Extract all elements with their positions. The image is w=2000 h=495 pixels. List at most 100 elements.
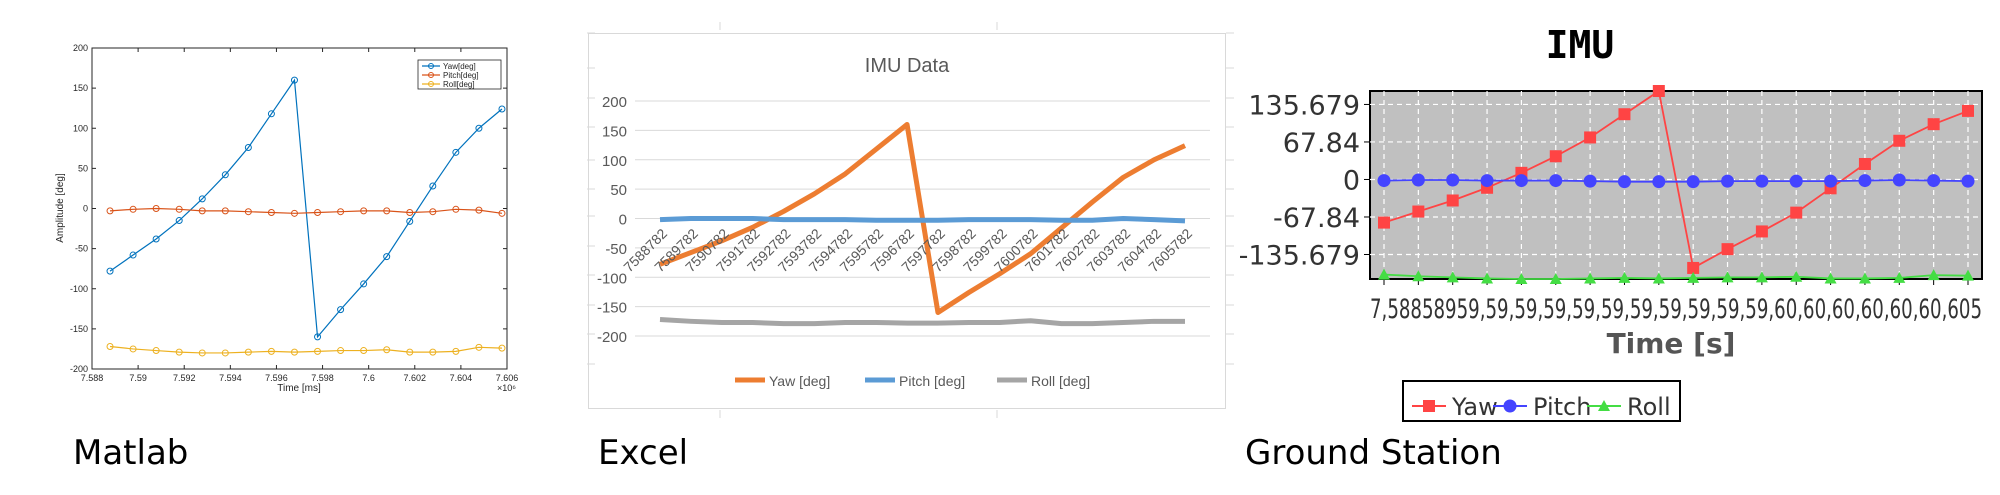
excel-y-tick-label: 150 <box>602 123 627 140</box>
matlab-data-point <box>498 209 506 217</box>
gs-data-point <box>1755 271 1768 283</box>
matlab-series-line-yaw-deg <box>109 78 503 339</box>
gs-data-point <box>1411 173 1425 187</box>
matlab-data-point <box>429 208 437 216</box>
matlab-data-point <box>106 267 114 275</box>
gs-data-point <box>1686 175 1700 189</box>
matlab-data-point <box>383 207 391 215</box>
matlab-data-point <box>152 205 160 212</box>
gs-data-point <box>1927 174 1941 188</box>
gs-data-point <box>1755 225 1768 238</box>
matlab-data-point <box>267 347 275 355</box>
gs-legend: Yaw Pitch Roll <box>1402 380 1681 422</box>
gs-data-point <box>1687 271 1700 283</box>
excel-edge-ticks <box>587 22 1234 418</box>
matlab-data-point <box>198 195 206 203</box>
caption-excel: Excel <box>598 433 689 473</box>
gs-data-point <box>1858 157 1871 170</box>
gs-y-tick-label: -135.679 <box>1240 240 1360 271</box>
matlab-data-point <box>337 306 345 314</box>
matlab-y-tick-label: 50 <box>78 163 88 173</box>
excel-y-tick-label: -200 <box>597 329 627 346</box>
gs-series-line-roll <box>1383 273 1969 280</box>
gs-data-point <box>1824 174 1838 188</box>
excel-chart-title: IMU Data <box>865 55 950 77</box>
matlab-data-point <box>452 205 460 213</box>
matlab-data-point <box>106 207 114 215</box>
gs-data-point <box>1687 261 1700 274</box>
matlab-data-point <box>314 209 322 217</box>
gs-legend-label: Roll <box>1627 393 1671 421</box>
matlab-data-point <box>106 343 114 351</box>
matlab-data-point <box>360 347 368 355</box>
gs-data-point <box>1446 271 1459 283</box>
gs-data-point <box>1549 174 1563 188</box>
matlab-y-axis-label: Amplitude [deg] <box>55 173 66 243</box>
gs-data-point <box>1790 206 1803 219</box>
matlab-legend-marker <box>428 63 434 69</box>
matlab-data-point <box>290 209 298 217</box>
matlab-data-point <box>360 207 368 215</box>
matlab-x-exponent: ×10⁶ <box>497 383 516 393</box>
matlab-x-tick-label: 7.604 <box>450 373 473 383</box>
matlab-data-point <box>406 209 414 217</box>
excel-y-tick-label: 200 <box>602 94 627 111</box>
matlab-chart: 7.588 7.59 7.592 7.594 7.596 7.598 7.6 7.602 7.6… <box>55 43 519 394</box>
matlab-data-point <box>452 347 460 355</box>
matlab-data-point <box>244 144 252 152</box>
matlab-data-point <box>429 182 437 190</box>
matlab-legend-label: Yaw[deg] <box>443 62 476 71</box>
matlab-y-tick-label: -100 <box>70 284 88 294</box>
matlab-series-line-roll-deg <box>109 345 502 354</box>
excel-y-tick-label: 100 <box>602 153 627 170</box>
matlab-data-point <box>198 207 206 215</box>
gs-data-point <box>1721 271 1734 283</box>
matlab-y-tick-label: -150 <box>70 324 88 334</box>
matlab-data-point <box>221 171 229 179</box>
matlab-data-point <box>360 280 368 288</box>
matlab-data-point <box>383 346 391 354</box>
matlab-data-point <box>337 208 345 216</box>
gs-data-point <box>1584 131 1597 144</box>
gs-data-point <box>1446 194 1459 207</box>
matlab-data-point <box>498 105 506 113</box>
excel-y-tick-label: 50 <box>610 182 627 199</box>
matlab-x-tick-label: 7.602 <box>404 373 427 383</box>
matlab-y-tick-label: 0 <box>83 204 88 214</box>
gs-data-point <box>1893 134 1906 147</box>
matlab-data-point <box>406 348 414 356</box>
gs-data-point <box>1824 272 1837 284</box>
matlab-data-point <box>314 347 322 355</box>
matlab-data-point <box>175 217 183 225</box>
gs-data-point <box>1412 270 1425 282</box>
matlab-x-tick-label: 7.59 <box>129 373 147 383</box>
matlab-data-point <box>290 348 298 356</box>
matlab-data-point <box>498 344 506 352</box>
matlab-y-tick-label: -200 <box>70 364 88 374</box>
matlab-y-tick-label: 150 <box>73 83 88 93</box>
gs-data-point <box>1962 269 1974 281</box>
matlab-data-point <box>314 333 322 341</box>
matlab-data-point <box>152 235 160 243</box>
gs-data-point <box>1755 174 1769 188</box>
matlab-y-tick-label: -50 <box>75 244 88 254</box>
matlab-data-point <box>267 110 275 118</box>
gs-data-point <box>1584 272 1597 284</box>
gs-data-point <box>1790 270 1803 282</box>
gs-y-tick-label: 67.84 <box>1283 128 1360 159</box>
matlab-data-point <box>221 207 229 215</box>
caption-matlab: Matlab <box>73 433 189 473</box>
matlab-data-point <box>452 148 460 156</box>
matlab-x-tick-label: 7.588 <box>81 373 104 383</box>
gs-data-point <box>1583 174 1597 188</box>
matlab-x-tick-label: 7.606 <box>496 373 519 383</box>
excel-legend-label: Yaw [deg] <box>769 373 830 389</box>
gs-data-point <box>1789 174 1803 188</box>
excel-series-line-roll-deg <box>659 317 1185 327</box>
gs-data-point <box>1377 174 1391 188</box>
matlab-data-point <box>175 205 183 213</box>
gs-data-point <box>1378 268 1390 280</box>
excel-legend: Yaw [deg] Pitch [deg] Roll [deg] <box>735 373 1090 389</box>
matlab-data-point <box>129 205 137 213</box>
